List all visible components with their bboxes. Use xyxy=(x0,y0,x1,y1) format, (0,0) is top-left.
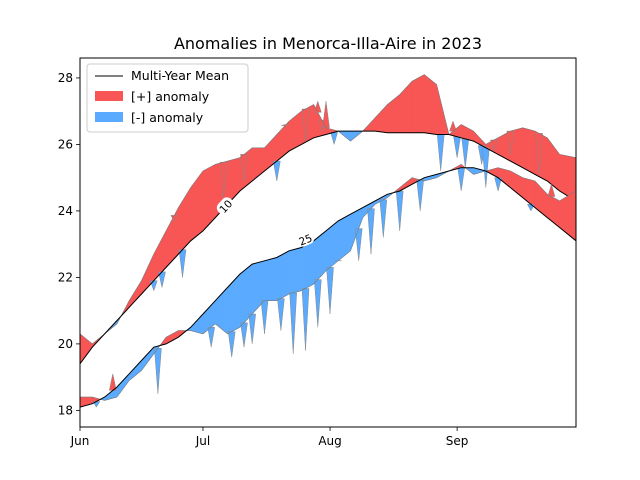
legend-positive-swatch xyxy=(95,91,123,101)
contour-label-bg-s1 xyxy=(296,231,315,247)
y-tick-label-2: 22 xyxy=(58,270,73,284)
negative-anomaly-area-s1-15 xyxy=(264,257,278,301)
positive-anomaly-area-s0-36 xyxy=(522,127,536,175)
y-tick-label-4: 26 xyxy=(58,137,73,151)
positive-anomaly-area-s0-27 xyxy=(411,74,425,134)
multi-year-mean-line-s0 xyxy=(80,130,576,365)
legend: Multi-Year Mean [+] anomaly [-] anomaly xyxy=(86,63,249,133)
positive-anomaly-area-s0-28 xyxy=(424,74,437,135)
multi-year-mean-line-s1 xyxy=(80,167,576,408)
legend-label-mean: Multi-Year Mean xyxy=(131,68,229,83)
chart-title: Anomalies in Menorca-Illa-Aire in 2023 xyxy=(174,34,482,53)
legend-box xyxy=(86,63,249,133)
plot-data-layer xyxy=(80,74,576,408)
y-tick-label-0: 18 xyxy=(58,403,73,417)
x-tick-label-0: Jun xyxy=(70,434,90,448)
contour-label-bg-s0 xyxy=(216,197,234,215)
legend-negative-swatch xyxy=(95,112,123,122)
negative-anomaly-area-s1-16 xyxy=(276,250,290,302)
observed-line-s1 xyxy=(80,164,576,401)
x-tick-label-3: Sep xyxy=(446,434,469,448)
axes: 18 20 22 24 26 28 Jun Jul Aug Sep xyxy=(58,71,469,448)
contour-label-s1: 25 xyxy=(297,232,314,248)
y-tick-label-1: 20 xyxy=(58,337,73,351)
contour-label-group-s1: 25 xyxy=(296,231,315,249)
negative-anomaly-area-s1-18 xyxy=(301,240,314,292)
x-tick-label-1: Jul xyxy=(195,434,210,448)
legend-label-negative: [-] anomaly xyxy=(131,110,204,125)
y-tick-label-5: 28 xyxy=(58,71,73,85)
legend-label-positive: [+] anomaly xyxy=(131,89,210,104)
observed-line-s0 xyxy=(80,74,576,345)
negative-anomaly-area-s1-17 xyxy=(288,247,302,295)
y-tick-label-3: 24 xyxy=(58,204,73,218)
plot-frame xyxy=(79,57,577,428)
x-tick-label-2: Aug xyxy=(318,434,341,448)
